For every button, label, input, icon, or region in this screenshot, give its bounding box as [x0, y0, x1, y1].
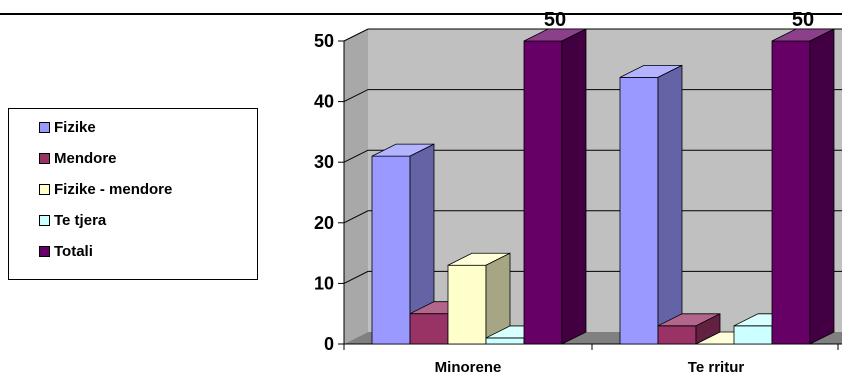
legend-label: Mendore — [54, 149, 117, 167]
plot-back-wall — [368, 29, 842, 332]
bar-front — [371, 155, 411, 345]
legend-item-fizike-mendore: Fizike - mendore — [39, 180, 172, 198]
legend-label: Fizike — [54, 118, 96, 136]
legend-label: Totali — [54, 242, 93, 260]
bar-front — [619, 76, 659, 345]
bar-front — [523, 40, 563, 345]
gridline — [343, 149, 842, 163]
bar — [619, 64, 683, 345]
bar-front — [485, 337, 525, 345]
x-tick-label: Minorene — [435, 359, 502, 376]
bars — [371, 28, 835, 345]
bar-side — [561, 28, 587, 345]
axis-ticks — [338, 40, 839, 350]
y-tick-label: 50 — [314, 31, 334, 51]
plot-area: 0 10 20 30 40 50 Minorene Te rritur 50 50 — [314, 9, 842, 376]
bar — [371, 143, 435, 345]
legend-swatch — [39, 245, 50, 257]
bar — [447, 252, 511, 345]
legend-label: Fizike - mendore — [54, 180, 173, 198]
legend-item-mendore: Mendore — [39, 149, 117, 167]
y-tick-label: 30 — [314, 152, 334, 172]
bar — [771, 28, 835, 345]
legend-item-te-tjera: Te tjera — [39, 211, 106, 229]
legend-swatch — [39, 152, 50, 164]
y-tick-label: 10 — [314, 273, 334, 293]
legend-swatch — [39, 121, 50, 133]
data-label: 50 — [544, 9, 566, 31]
legend-label: Te tjera — [54, 211, 107, 229]
bar-front — [657, 325, 697, 345]
legend-swatch — [39, 183, 50, 195]
bar-front — [409, 313, 449, 345]
x-tick-label: Te rritur — [688, 359, 745, 376]
bar-side — [809, 28, 835, 345]
bar-front — [447, 264, 487, 345]
y-tick-label: 40 — [314, 92, 334, 112]
data-label: 50 — [792, 9, 814, 31]
y-tick-label: 0 — [324, 334, 334, 354]
axis-labels: 0 10 20 30 40 50 Minorene Te rritur 50 50 — [314, 9, 814, 376]
gridline — [343, 270, 842, 284]
legend-item-totali: Totali — [39, 242, 93, 260]
legend-swatch — [39, 214, 50, 226]
gridline — [343, 89, 842, 103]
gridline — [343, 28, 842, 42]
legend-item-fizike: Fizike — [39, 118, 96, 136]
bar — [657, 313, 721, 345]
y-tick-label: 20 — [314, 213, 334, 233]
gridlines — [343, 28, 842, 284]
gridline — [343, 210, 842, 224]
bar-side — [657, 64, 683, 345]
bar-front — [733, 325, 773, 345]
bar — [523, 28, 587, 345]
legend: Fizike Mendore Fizike - mendore Te tjera… — [8, 108, 258, 280]
top-rule — [0, 13, 842, 15]
plot-side-wall — [344, 29, 368, 344]
bar-front — [771, 40, 811, 345]
